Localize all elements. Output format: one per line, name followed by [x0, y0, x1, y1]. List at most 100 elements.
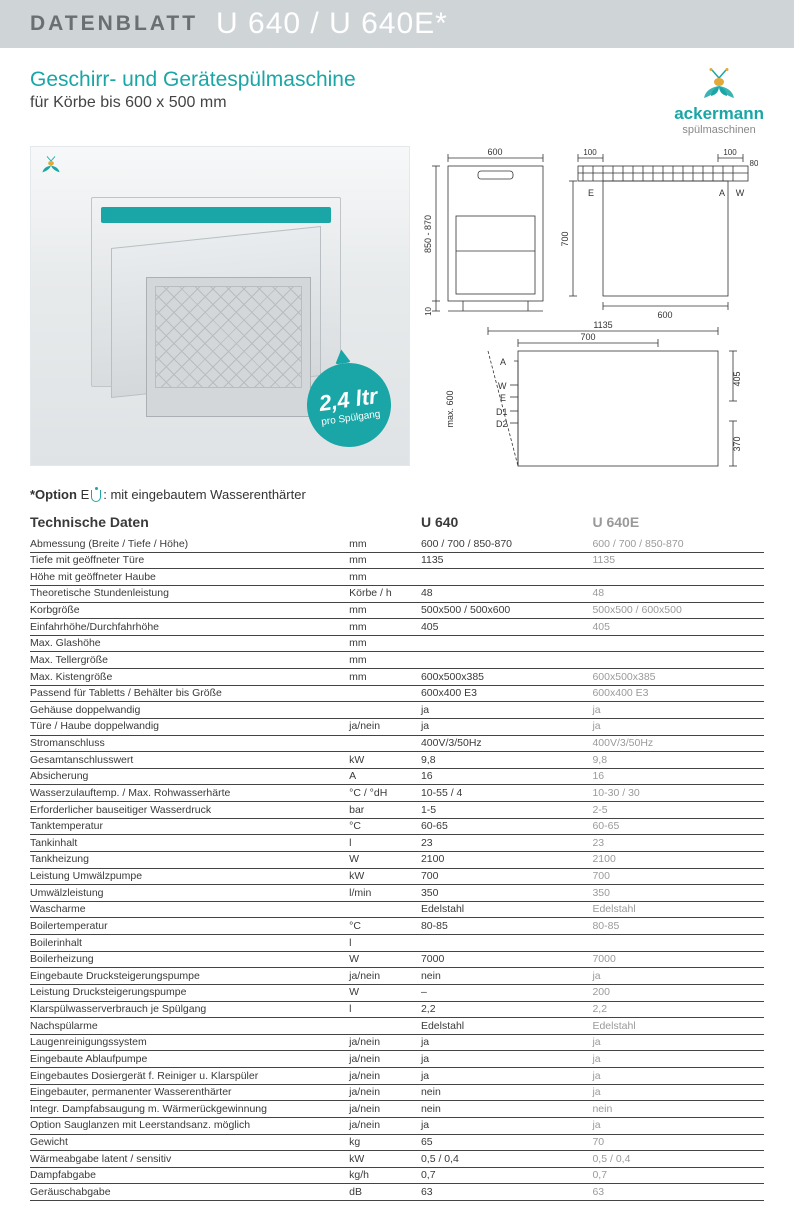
- spec-value-2: [592, 636, 764, 653]
- spec-row: Höhe mit geöffneter Haubemm: [30, 569, 764, 586]
- spec-unit: kg: [349, 1135, 421, 1152]
- spec-value-1: [421, 636, 593, 653]
- water-drop-icon: [91, 490, 101, 502]
- spec-row: Max. Kistengrößemm600x500x385600x500x385: [30, 669, 764, 686]
- spec-value-2: ja: [592, 719, 764, 736]
- spec-value-2: Edelstahl: [592, 1018, 764, 1035]
- spec-label: Höhe mit geöffneter Haube: [30, 569, 349, 586]
- spec-unit: ja/nein: [349, 1068, 421, 1085]
- svg-text:700: 700: [580, 332, 595, 342]
- spec-value-1: –: [421, 985, 593, 1002]
- spec-value-2: 2,2: [592, 1002, 764, 1019]
- spec-label: Max. Tellergröße: [30, 652, 349, 669]
- spec-row: Eingebaute Ablaufpumpeja/neinjaja: [30, 1051, 764, 1068]
- spec-row: Boilerinhaltl: [30, 935, 764, 952]
- spec-label: Boilerheizung: [30, 952, 349, 969]
- svg-text:max. 600: max. 600: [445, 390, 455, 427]
- page-title: Geschirr- und Gerätespülmaschine: [30, 68, 356, 92]
- spec-value-2: 70: [592, 1135, 764, 1152]
- spec-unit: bar: [349, 802, 421, 819]
- svg-text:850 - 870: 850 - 870: [423, 215, 433, 253]
- spec-value-2: 1135: [592, 553, 764, 570]
- svg-text:W: W: [736, 188, 745, 198]
- svg-text:D2: D2: [496, 419, 508, 429]
- spec-value-2: ja: [592, 1051, 764, 1068]
- spec-value-1: 500x500 / 500x600: [421, 603, 593, 620]
- header-label: DATENBLATT: [30, 12, 198, 36]
- spec-value-1: 48: [421, 586, 593, 603]
- spec-value-1: ja: [421, 1068, 593, 1085]
- product-photo: 2,4 ltr pro Spülgang: [30, 146, 410, 466]
- svg-text:370: 370: [732, 436, 742, 451]
- spec-value-2: 7000: [592, 952, 764, 969]
- spec-value-1: 2100: [421, 852, 593, 869]
- spec-value-2: ja: [592, 1068, 764, 1085]
- spec-table: Abmessung (Breite / Tiefe / Höhe)mm600 /…: [30, 536, 764, 1201]
- spec-value-2: 16: [592, 769, 764, 786]
- bee-icon: [698, 68, 740, 102]
- spec-value-1: ja: [421, 1051, 593, 1068]
- spec-unit: ja/nein: [349, 1051, 421, 1068]
- spec-value-2: ja: [592, 1035, 764, 1052]
- spec-unit: W: [349, 852, 421, 869]
- spec-value-1: 23: [421, 835, 593, 852]
- spec-label: Einfahrhöhe/Durchfahrhöhe: [30, 619, 349, 636]
- spec-unit: ja/nein: [349, 719, 421, 736]
- spec-value-1: [421, 935, 593, 952]
- spec-value-1: Edelstahl: [421, 902, 593, 919]
- svg-text:A: A: [719, 188, 725, 198]
- spec-label: Option Sauglanzen mit Leerstandsanz. mög…: [30, 1118, 349, 1135]
- svg-text:10: 10: [424, 306, 433, 315]
- spec-row: Passend für Tabletts / Behälter bis Größ…: [30, 686, 764, 703]
- spec-value-2: ja: [592, 968, 764, 985]
- spec-head-model1: U 640: [421, 514, 593, 530]
- machine-illustration: [91, 197, 341, 457]
- spec-value-2: 600x500x385: [592, 669, 764, 686]
- spec-value-2: 700: [592, 869, 764, 886]
- spec-row: AbsicherungA1616: [30, 769, 764, 786]
- spec-label: Eingebaute Drucksteigerungspumpe: [30, 968, 349, 985]
- spec-row: Einfahrhöhe/Durchfahrhöhemm405405: [30, 619, 764, 636]
- svg-text:A: A: [500, 357, 506, 367]
- spec-value-2: 80-85: [592, 918, 764, 935]
- title-row: Geschirr- und Gerätespülmaschine für Kör…: [30, 68, 764, 136]
- spec-row: Leistung UmwälzpumpekW700700: [30, 869, 764, 886]
- spec-value-1: 600x500x385: [421, 669, 593, 686]
- spec-value-1: 600x400 E3: [421, 686, 593, 703]
- spec-unit: l: [349, 935, 421, 952]
- spec-value-2: [592, 652, 764, 669]
- spec-row: Leistung DrucksteigerungspumpeW–200: [30, 985, 764, 1002]
- spec-value-2: 600 / 700 / 850-870: [592, 536, 764, 553]
- spec-unit: mm: [349, 603, 421, 620]
- spec-value-2: 10-30 / 30: [592, 785, 764, 802]
- spec-label: Boilertemperatur: [30, 918, 349, 935]
- spec-label: Theoretische Stundenleistung: [30, 586, 349, 603]
- spec-unit: W: [349, 985, 421, 1002]
- spec-row: BoilerheizungW70007000: [30, 952, 764, 969]
- spec-value-1: 9,8: [421, 752, 593, 769]
- spec-label: Gehäuse doppelwandig: [30, 702, 349, 719]
- spec-unit: kW: [349, 869, 421, 886]
- spec-value-2: ja: [592, 1118, 764, 1135]
- spec-unit: ja/nein: [349, 1118, 421, 1135]
- spec-header: Technische Daten U 640 U 640E: [30, 514, 764, 530]
- spec-value-1: nein: [421, 1085, 593, 1102]
- spec-unit: mm: [349, 569, 421, 586]
- spec-label: Tankinhalt: [30, 835, 349, 852]
- svg-text:600: 600: [657, 310, 672, 320]
- spec-value-1: 2,2: [421, 1002, 593, 1019]
- page-subtitle: für Körbe bis 600 x 500 mm: [30, 94, 356, 112]
- spec-value-1: ja: [421, 1035, 593, 1052]
- spec-value-2: 60-65: [592, 819, 764, 836]
- svg-text:700: 700: [560, 231, 570, 246]
- spec-row: Max. Tellergrößemm: [30, 652, 764, 669]
- spec-row: Gehäuse doppelwandigjaja: [30, 702, 764, 719]
- spec-row: Korbgrößemm500x500 / 500x600500x500 / 60…: [30, 603, 764, 620]
- spec-label: Tankheizung: [30, 852, 349, 869]
- spec-value-2: 400V/3/50Hz: [592, 736, 764, 753]
- header-bar: DATENBLATT U 640 / U 640E*: [0, 0, 794, 48]
- spec-label: Max. Glashöhe: [30, 636, 349, 653]
- spec-value-2: 9,8: [592, 752, 764, 769]
- spec-value-1: 600 / 700 / 850-870: [421, 536, 593, 553]
- spec-label: Korbgröße: [30, 603, 349, 620]
